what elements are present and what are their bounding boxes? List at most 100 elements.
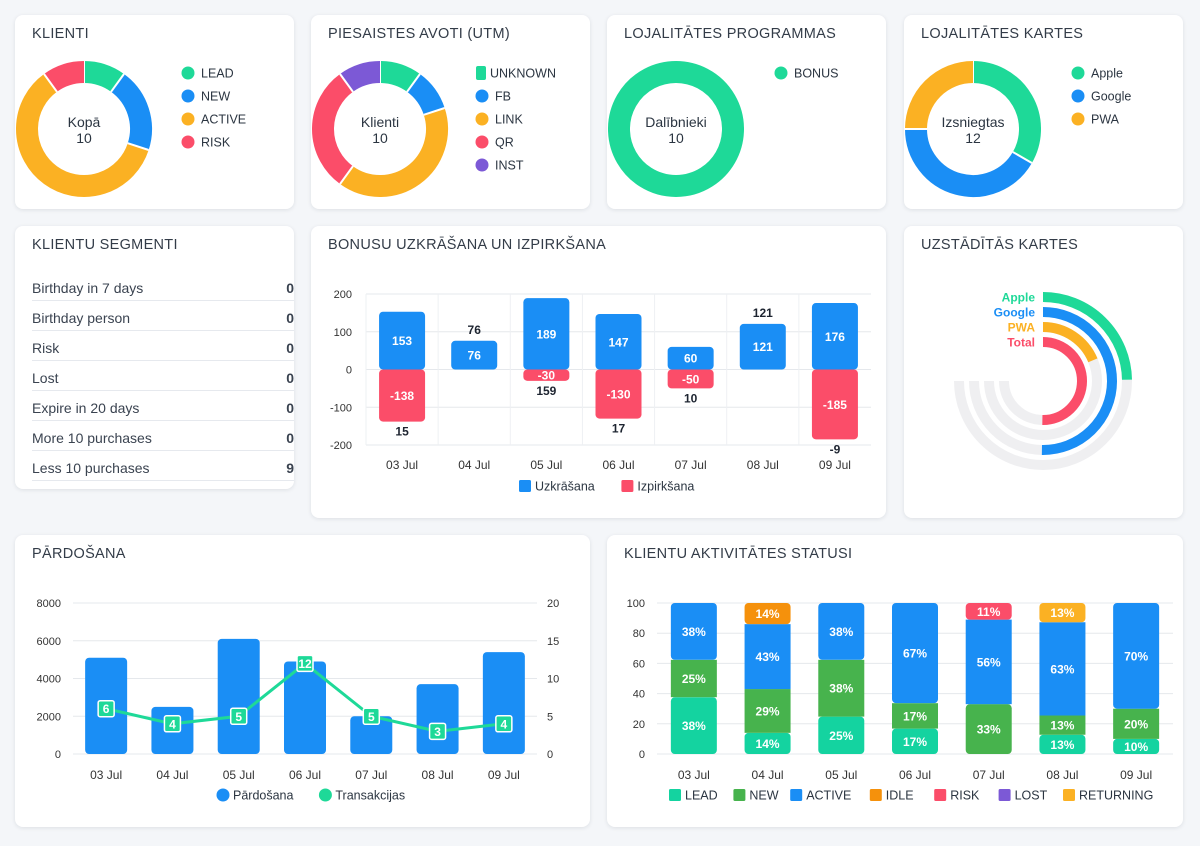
donut-slice-apple[interactable]	[972, 61, 1041, 163]
ring-google[interactable]	[1041, 307, 1118, 455]
legend-item-unknown[interactable]: UNKNOWN	[476, 66, 556, 81]
legend-item-link[interactable]: LINK	[475, 112, 524, 127]
bar-pardosana[interactable]	[217, 638, 260, 754]
legend-item-google[interactable]: Google	[1071, 89, 1132, 104]
legend-item-qr[interactable]: QR	[475, 135, 514, 150]
ring-total[interactable]	[1042, 337, 1088, 425]
stack-segment-returning[interactable]	[1039, 603, 1086, 623]
bar-pardosana[interactable]	[350, 716, 393, 754]
point-marker[interactable]	[229, 707, 248, 725]
legend-item-pārdošana[interactable]: Pārdošana	[216, 788, 294, 803]
stack-segment-lead[interactable]	[892, 728, 938, 754]
stack-segment-active[interactable]	[744, 624, 791, 690]
legend-item-izpirkšana[interactable]: Izpirkšana	[621, 480, 694, 494]
stack-segment-lead[interactable]	[818, 716, 865, 754]
bar-izpirksana[interactable]	[523, 369, 570, 381]
stack-segment-lead[interactable]	[1113, 738, 1160, 754]
donut-slice-inst[interactable]	[340, 61, 381, 93]
stack-segment-new[interactable]	[670, 659, 717, 698]
bar-pardosana[interactable]	[482, 652, 525, 754]
bar-uzkrasana[interactable]	[811, 303, 858, 370]
stack-segment-active[interactable]	[965, 619, 1012, 705]
legend-item-active[interactable]: ACTIVE	[181, 112, 247, 127]
point-marker[interactable]	[296, 654, 314, 673]
legend-item-new[interactable]: NEW	[733, 789, 779, 803]
segment-data-label: 14%	[756, 607, 780, 621]
legend-item-lost[interactable]: LOST	[998, 789, 1048, 803]
point-marker[interactable]	[163, 715, 182, 733]
legend-item-lead[interactable]: LEAD	[181, 66, 234, 81]
legend-item-risk[interactable]: RISK	[181, 135, 231, 150]
stack-segment-active[interactable]	[818, 603, 865, 660]
donut-slice-link[interactable]	[340, 107, 448, 197]
bar-pardosana[interactable]	[284, 661, 326, 754]
segment-row[interactable]: Birthday person 0	[32, 301, 294, 331]
stack-segment-new[interactable]	[1113, 708, 1160, 739]
legend-item-lead[interactable]: LEAD	[669, 789, 718, 803]
bar-izpirksana[interactable]	[595, 369, 642, 419]
legend-item-inst[interactable]: INST	[475, 158, 524, 173]
ring-apple[interactable]	[1042, 292, 1132, 380]
point-label: 5	[368, 710, 375, 724]
bar-uzkrasana[interactable]	[379, 311, 426, 370]
stack-segment-active[interactable]	[1113, 603, 1160, 709]
donut-slice-google[interactable]	[905, 128, 1032, 197]
donut-slice-active[interactable]	[16, 73, 149, 197]
stack-segment-new[interactable]	[965, 704, 1012, 754]
stack-segment-lead[interactable]	[744, 732, 791, 754]
bar-uzkrasana[interactable]	[739, 323, 786, 370]
bar-izpirksana[interactable]	[379, 369, 426, 422]
ring-pwa[interactable]	[1042, 322, 1098, 363]
bar-pardosana[interactable]	[416, 684, 459, 754]
segment-row[interactable]: Expire in 20 days 0	[32, 391, 294, 421]
donut-slice-lead[interactable]	[83, 61, 124, 93]
stack-segment-active[interactable]	[670, 603, 717, 660]
segment-row[interactable]: Less 10 purchases 9	[32, 451, 294, 481]
stack-segment-new[interactable]	[892, 703, 938, 729]
legend-item-fb[interactable]: FB	[475, 89, 511, 104]
stack-segment-idle[interactable]	[744, 603, 791, 625]
point-marker[interactable]	[362, 707, 381, 725]
donut-slice-unknown[interactable]	[379, 61, 420, 93]
point-marker[interactable]	[97, 699, 115, 718]
segment-row[interactable]: Lost 0	[32, 361, 294, 391]
bar-uzkrasana[interactable]	[595, 314, 642, 370]
bar-uzkrasana[interactable]	[451, 340, 498, 370]
legend-item-new[interactable]: NEW	[181, 89, 231, 104]
bar-uzkrasana[interactable]	[667, 346, 714, 370]
bar-izpirksana[interactable]	[811, 369, 858, 440]
legend-item-pwa[interactable]: PWA	[1071, 112, 1120, 127]
donut-slice-qr[interactable]	[312, 73, 354, 185]
legend-item-transakcijas[interactable]: Transakcijas	[318, 788, 405, 803]
x-tick-label: 03 Jul	[678, 768, 710, 782]
stack-segment-active[interactable]	[1039, 622, 1086, 716]
donut-slice-bonus[interactable]	[608, 61, 744, 197]
point-marker[interactable]	[428, 722, 447, 741]
segment-row[interactable]: Birthday in 7 days 0	[32, 271, 294, 301]
point-marker[interactable]	[495, 715, 513, 733]
segment-row[interactable]: More 10 purchases 0	[32, 421, 294, 451]
donut-slice-new[interactable]	[110, 73, 152, 151]
stack-segment-active[interactable]	[892, 603, 938, 704]
legend-item-bonus[interactable]: BONUS	[774, 66, 839, 81]
segment-row[interactable]: Risk 0	[32, 331, 294, 361]
legend-item-apple[interactable]: Apple	[1071, 66, 1124, 81]
stack-segment-new[interactable]	[818, 659, 865, 717]
stack-segment-lead[interactable]	[670, 697, 717, 754]
legend-label: Transakcijas	[335, 789, 405, 803]
donut-slice-pwa[interactable]	[905, 61, 974, 130]
legend-label: Google	[1091, 90, 1131, 104]
stack-segment-new[interactable]	[744, 689, 791, 733]
stack-segment-risk[interactable]	[965, 603, 1012, 620]
donut-slice-risk[interactable]	[44, 61, 85, 93]
legend-item-idle[interactable]: IDLE	[869, 789, 914, 803]
bar-uzkrasana[interactable]	[523, 298, 570, 370]
legend-item-uzkrāšana[interactable]: Uzkrāšana	[519, 480, 595, 494]
stack-segment-new[interactable]	[1039, 715, 1086, 735]
bar-izpirksana[interactable]	[667, 369, 714, 389]
legend-item-active[interactable]: ACTIVE	[790, 789, 851, 803]
donut-slice-fb[interactable]	[406, 73, 445, 116]
legend-item-returning[interactable]: RETURNING	[1063, 789, 1153, 803]
stack-segment-lead[interactable]	[1039, 734, 1086, 754]
legend-item-risk[interactable]: RISK	[934, 789, 980, 803]
